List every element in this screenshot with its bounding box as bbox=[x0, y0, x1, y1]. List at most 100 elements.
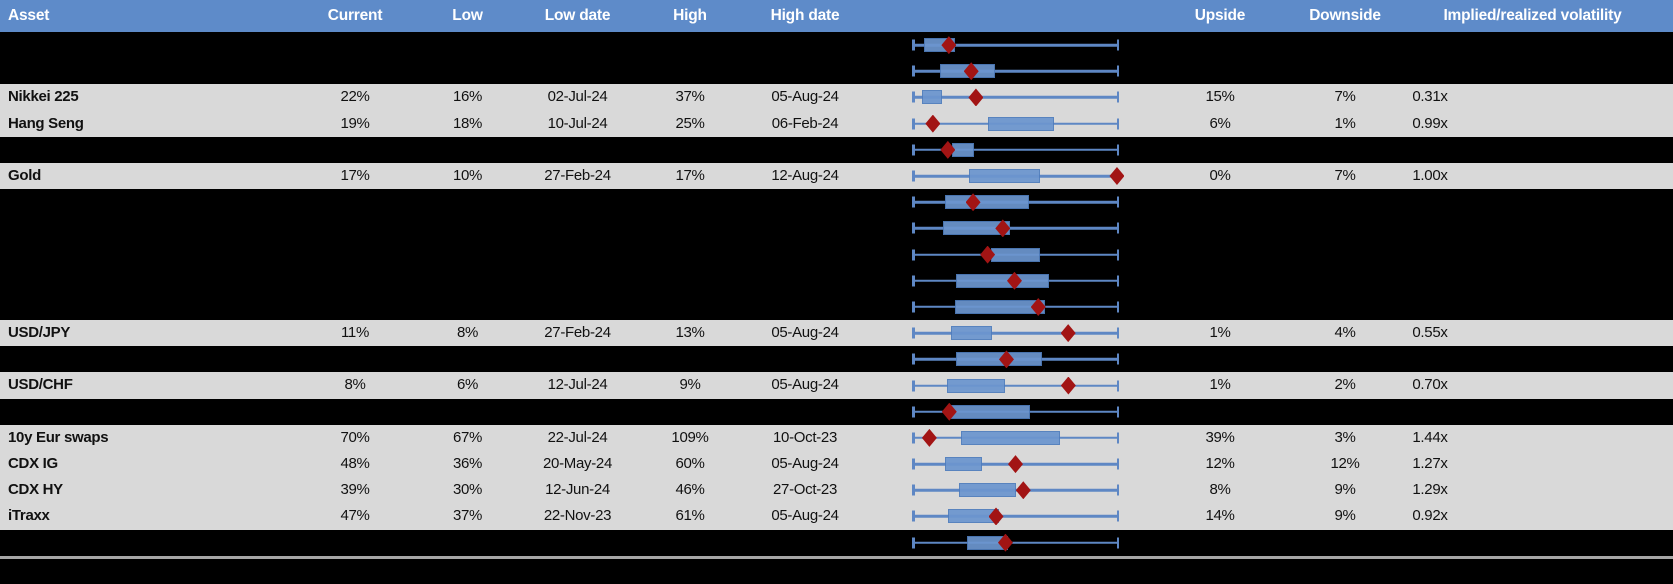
low-value: 8% bbox=[456, 324, 479, 342]
low-date: 10-Jul-24 bbox=[547, 114, 608, 132]
current-marker-diamond-icon bbox=[1109, 167, 1125, 186]
asset-name: Hang Seng bbox=[8, 114, 84, 132]
volatility-range-boxplot bbox=[912, 425, 1119, 451]
whisker-cap-left bbox=[912, 39, 915, 51]
volatility-range-boxplot bbox=[912, 268, 1119, 294]
table-row: Hang Seng 19% 18% 10-Jul-24 25% 06-Feb-2… bbox=[0, 110, 1673, 137]
table-row bbox=[0, 293, 1673, 321]
downside-value: 7% bbox=[1334, 166, 1356, 184]
range-box bbox=[947, 404, 1031, 419]
whisker-cap-right bbox=[1116, 249, 1119, 261]
implied-realized-volatility-value: 0.70x bbox=[1412, 376, 1448, 394]
current-marker-diamond-icon bbox=[1060, 324, 1076, 343]
high-date: 05-Aug-24 bbox=[771, 88, 839, 106]
whisker-cap-right bbox=[1116, 484, 1119, 496]
current-marker-diamond-icon bbox=[941, 36, 957, 55]
whisker-cap-left bbox=[912, 327, 915, 339]
column-header-high-date: High date bbox=[770, 7, 840, 24]
volatility-range-boxplot bbox=[912, 503, 1119, 529]
upside-value: 1% bbox=[1209, 324, 1231, 342]
whisker-cap-left bbox=[912, 196, 915, 208]
whisker-cap-left bbox=[912, 275, 915, 287]
high-value: 13% bbox=[675, 324, 705, 342]
table-row: iTraxx 47% 37% 22-Nov-23 61% 05-Aug-24 1… bbox=[0, 503, 1673, 530]
current-marker-diamond-icon bbox=[995, 219, 1011, 238]
whisker-cap-right bbox=[1116, 406, 1119, 418]
asset-name: 10y Eur swaps bbox=[8, 428, 109, 446]
whisker-line bbox=[913, 227, 1118, 230]
table-row bbox=[0, 32, 1673, 59]
table-row bbox=[0, 136, 1673, 163]
low-value: 37% bbox=[452, 507, 483, 525]
current-value: 17% bbox=[340, 166, 370, 184]
whisker-cap-right bbox=[1116, 118, 1119, 130]
whisker-cap-left bbox=[912, 484, 915, 496]
current-marker-diamond-icon bbox=[940, 140, 956, 159]
table-row: 10y Eur swaps 70% 67% 22-Jul-24 109% 10-… bbox=[0, 424, 1673, 451]
table-row: USD/JPY 11% 8% 27-Feb-24 13% 05-Aug-24 1… bbox=[0, 320, 1673, 347]
low-date: 22-Jul-24 bbox=[547, 428, 608, 446]
current-marker-diamond-icon bbox=[968, 88, 984, 107]
volatility-range-boxplot bbox=[912, 320, 1119, 346]
low-date: 22-Nov-23 bbox=[543, 507, 612, 525]
range-box bbox=[946, 378, 1006, 393]
current-value: 22% bbox=[340, 88, 370, 106]
whisker-cap-left bbox=[912, 249, 915, 261]
current-value: 48% bbox=[340, 455, 370, 472]
range-box bbox=[960, 430, 1061, 445]
column-header-current: Current bbox=[327, 7, 383, 24]
whisker-cap-right bbox=[1116, 275, 1119, 287]
high-date: 12-Aug-24 bbox=[771, 166, 839, 184]
whisker-cap-left bbox=[912, 222, 915, 234]
volatility-range-boxplot bbox=[912, 399, 1119, 425]
high-value: 17% bbox=[675, 166, 705, 184]
high-date: 06-Feb-24 bbox=[771, 114, 839, 132]
volatility-range-boxplot bbox=[912, 32, 1119, 58]
downside-value: 2% bbox=[1334, 376, 1356, 394]
volatility-range-boxplot bbox=[912, 84, 1119, 110]
current-marker-diamond-icon bbox=[997, 533, 1013, 552]
volatility-range-boxplot bbox=[912, 111, 1119, 137]
implied-realized-volatility-value: 0.92x bbox=[1412, 507, 1448, 525]
range-box bbox=[921, 90, 943, 105]
current-value: 8% bbox=[344, 376, 366, 394]
upside-value: 8% bbox=[1209, 481, 1231, 499]
asset-name: CDX HY bbox=[8, 481, 63, 499]
whisker-line bbox=[913, 70, 1118, 73]
implied-realized-volatility-value: 1.27x bbox=[1412, 455, 1448, 472]
low-date: 27-Feb-24 bbox=[544, 324, 611, 342]
high-value: 37% bbox=[675, 88, 705, 106]
whisker-cap-left bbox=[912, 353, 915, 365]
table-row: Nikkei 225 22% 16% 02-Jul-24 37% 05-Aug-… bbox=[0, 84, 1673, 111]
downside-value: 9% bbox=[1334, 481, 1356, 499]
low-date: 12-Jun-24 bbox=[545, 481, 610, 499]
implied-realized-volatility-value: 1.44x bbox=[1412, 428, 1448, 446]
whisker-cap-right bbox=[1116, 39, 1119, 51]
whisker-line bbox=[913, 148, 1118, 152]
whisker-cap-right bbox=[1116, 144, 1119, 156]
whisker-cap-left bbox=[912, 537, 915, 549]
asset-name: Nikkei 225 bbox=[8, 88, 79, 106]
whisker-cap-left bbox=[912, 65, 915, 77]
high-value: 25% bbox=[675, 114, 705, 132]
upside-value: 12% bbox=[1205, 455, 1235, 472]
current-marker-diamond-icon bbox=[998, 350, 1014, 369]
whisker-cap-right bbox=[1116, 353, 1119, 365]
low-date: 27-Feb-24 bbox=[544, 166, 611, 184]
high-date: 05-Aug-24 bbox=[771, 507, 839, 525]
high-date: 05-Aug-24 bbox=[771, 376, 839, 394]
table-body: Nikkei 225 22% 16% 02-Jul-24 37% 05-Aug-… bbox=[0, 32, 1673, 556]
table-row bbox=[0, 189, 1673, 216]
whisker-line bbox=[913, 43, 1118, 47]
whisker-line bbox=[913, 515, 1118, 518]
column-header-low-date: Low date bbox=[544, 7, 611, 24]
upside-value: 39% bbox=[1205, 428, 1235, 446]
whisker-cap-left bbox=[912, 118, 915, 130]
table-row bbox=[0, 267, 1673, 294]
table-row bbox=[0, 398, 1673, 425]
whisker-cap-left bbox=[912, 380, 915, 392]
whisker-cap-right bbox=[1116, 327, 1119, 339]
downside-value: 1% bbox=[1334, 114, 1356, 132]
current-marker-diamond-icon bbox=[1060, 376, 1076, 395]
range-box bbox=[945, 195, 1030, 210]
